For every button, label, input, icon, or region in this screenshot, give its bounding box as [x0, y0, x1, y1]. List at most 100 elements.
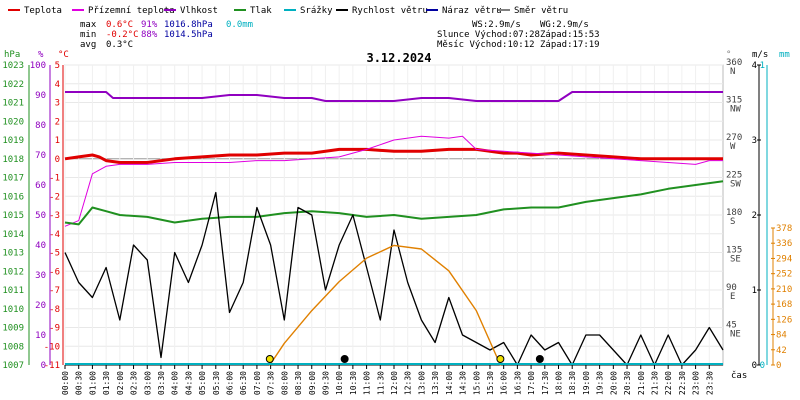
x-tick-label: 13:30: [431, 371, 440, 395]
legend-label: Teplota: [24, 6, 62, 16]
direction-tick-label: 225: [726, 171, 742, 181]
wind-tick-label: 2: [752, 211, 757, 221]
stat-min-label: min: [80, 30, 96, 40]
legend-label: Srážky: [300, 6, 333, 16]
pressure-tick-label: 1008: [2, 342, 24, 352]
sun-tick-label: 84: [776, 331, 787, 341]
stat-min-hum: 88%: [141, 30, 158, 40]
legend-item-teplota: Teplota: [8, 6, 62, 16]
humidity-tick-label: 20: [35, 301, 46, 311]
pressure-tick-label: 1022: [2, 80, 24, 90]
x-tick-label: 11:30: [376, 371, 385, 395]
direction-name-label: SE: [730, 255, 741, 265]
x-tick-label: 15:30: [486, 371, 495, 395]
stat-sun-rise: Slunce Východ:07:28: [437, 30, 540, 40]
x-tick-label: 06:30: [239, 371, 248, 395]
legend: Teplota Přízemní teplota Vlhkost Tlak Sr…: [8, 6, 568, 16]
x-tick-label: 17:00: [527, 371, 536, 395]
stat-moon-set: Západ:17:19: [540, 40, 600, 50]
direction-name-label: N: [730, 67, 735, 77]
x-tick-label: 09:30: [321, 371, 330, 395]
x-tick-label: 08:30: [294, 371, 303, 395]
temp-tick-label: -9: [49, 324, 60, 334]
pressure-tick-label: 1011: [2, 286, 24, 296]
x-tick-label: 22:00: [664, 371, 673, 395]
direction-tick-label: 45: [726, 321, 737, 331]
stat-max-label: max: [80, 20, 97, 30]
stat-moon-rise: Měsíc Východ:10:12: [437, 40, 535, 50]
x-tick-label: 02:00: [116, 371, 125, 395]
series-line: [269, 244, 502, 366]
x-tick-label: 01:30: [102, 371, 111, 395]
legend-item-smer-vetru: Směr větru: [498, 6, 568, 16]
x-tick-label: 20:00: [609, 371, 618, 395]
plot-area: [64, 91, 724, 366]
time-unit-label: čas: [731, 370, 747, 381]
direction-tick-label: 90: [726, 283, 737, 293]
legend-label: Rychlost větru: [352, 6, 428, 16]
series-line: [64, 180, 724, 226]
pressure-tick-label: 1020: [2, 117, 24, 127]
x-tick-label: 07:00: [253, 371, 262, 395]
temp-tick-label: -1: [49, 174, 60, 184]
x-tick-label: 23:00: [692, 371, 701, 395]
pct-unit-label: %: [38, 50, 44, 60]
pressure-tick-label: 1023: [2, 61, 24, 71]
series-line: [64, 191, 724, 366]
x-tick-label: 05:30: [212, 371, 221, 395]
temp-tick-label: 3: [55, 99, 60, 109]
temp-tick-label: 2: [55, 117, 60, 127]
humidity-tick-label: 90: [35, 91, 46, 101]
legend-item-rychlost-vetru: Rychlost větru: [336, 6, 428, 16]
pressure-tick-label: 1018: [2, 155, 24, 165]
x-tick-label: 02:30: [130, 371, 139, 395]
series-line: [65, 91, 723, 102]
humidity-tick-label: 80: [35, 121, 46, 131]
x-tick-label: 00:00: [61, 371, 70, 395]
temp-tick-label: 5: [55, 61, 60, 71]
stat-avg-label: avg: [80, 40, 96, 50]
sun-tick-label: 126: [776, 315, 792, 325]
x-tick-label: 21:30: [650, 371, 659, 395]
direction-tick-label: 270: [726, 133, 742, 143]
humidity-tick-label: 10: [35, 331, 46, 341]
x-tick-label: 16:00: [500, 371, 509, 395]
wind-tick-label: 3: [752, 136, 757, 146]
moon-marker: [340, 355, 349, 363]
x-tick-label: 16:30: [513, 371, 522, 395]
pressure-tick-label: 1021: [2, 99, 24, 109]
x-tick-label: 13:00: [417, 371, 426, 395]
stat-max-hum: 91%: [141, 20, 158, 30]
legend-item-srazky: Srážky: [284, 6, 333, 16]
x-tick-label: 00:30: [75, 371, 84, 395]
pressure-tick-label: 1015: [2, 211, 24, 221]
x-tick-label: 14:30: [459, 371, 468, 395]
sun-tick-label: 210: [776, 285, 792, 295]
sun-tick-label: 336: [776, 239, 792, 249]
temp-tick-label: -3: [49, 211, 60, 221]
x-tick-label: 10:00: [335, 371, 344, 395]
legend-label: Přízemní teplota: [88, 6, 175, 16]
humidity-tick-label: 100: [30, 61, 46, 71]
pressure-tick-label: 1016: [2, 192, 24, 202]
legend-label: Tlak: [250, 6, 272, 16]
rain-tick-label: 0: [760, 361, 765, 371]
x-tick-label: 19:30: [596, 371, 605, 395]
x-tick-label: 23:30: [705, 371, 714, 395]
hpa-unit-label: hPa: [4, 50, 20, 60]
direction-tick-label: 315: [726, 96, 742, 106]
temp-tick-label: -6: [49, 267, 60, 277]
x-tick-label: 17:30: [541, 371, 550, 395]
x-tick-label: 09:00: [308, 371, 317, 395]
humidity-tick-label: 70: [35, 151, 46, 161]
x-tick-label: 04:00: [171, 371, 180, 395]
stat-wg: WG:2.9m/s: [540, 20, 589, 30]
stat-max-press: 1016.8hPa: [164, 20, 213, 30]
x-tick-label: 12:00: [390, 371, 399, 395]
sun-marker: [265, 355, 274, 363]
deg-unit-label: °: [726, 50, 731, 60]
sun-tick-label: 0: [776, 361, 781, 371]
legend-item-vlhkost: Vlhkost: [164, 6, 218, 16]
rain-tick-label: 1: [760, 61, 765, 71]
left-axes: 543210-1-2-3-4-5-6-7-8-9-10-111009080706…: [2, 61, 64, 371]
